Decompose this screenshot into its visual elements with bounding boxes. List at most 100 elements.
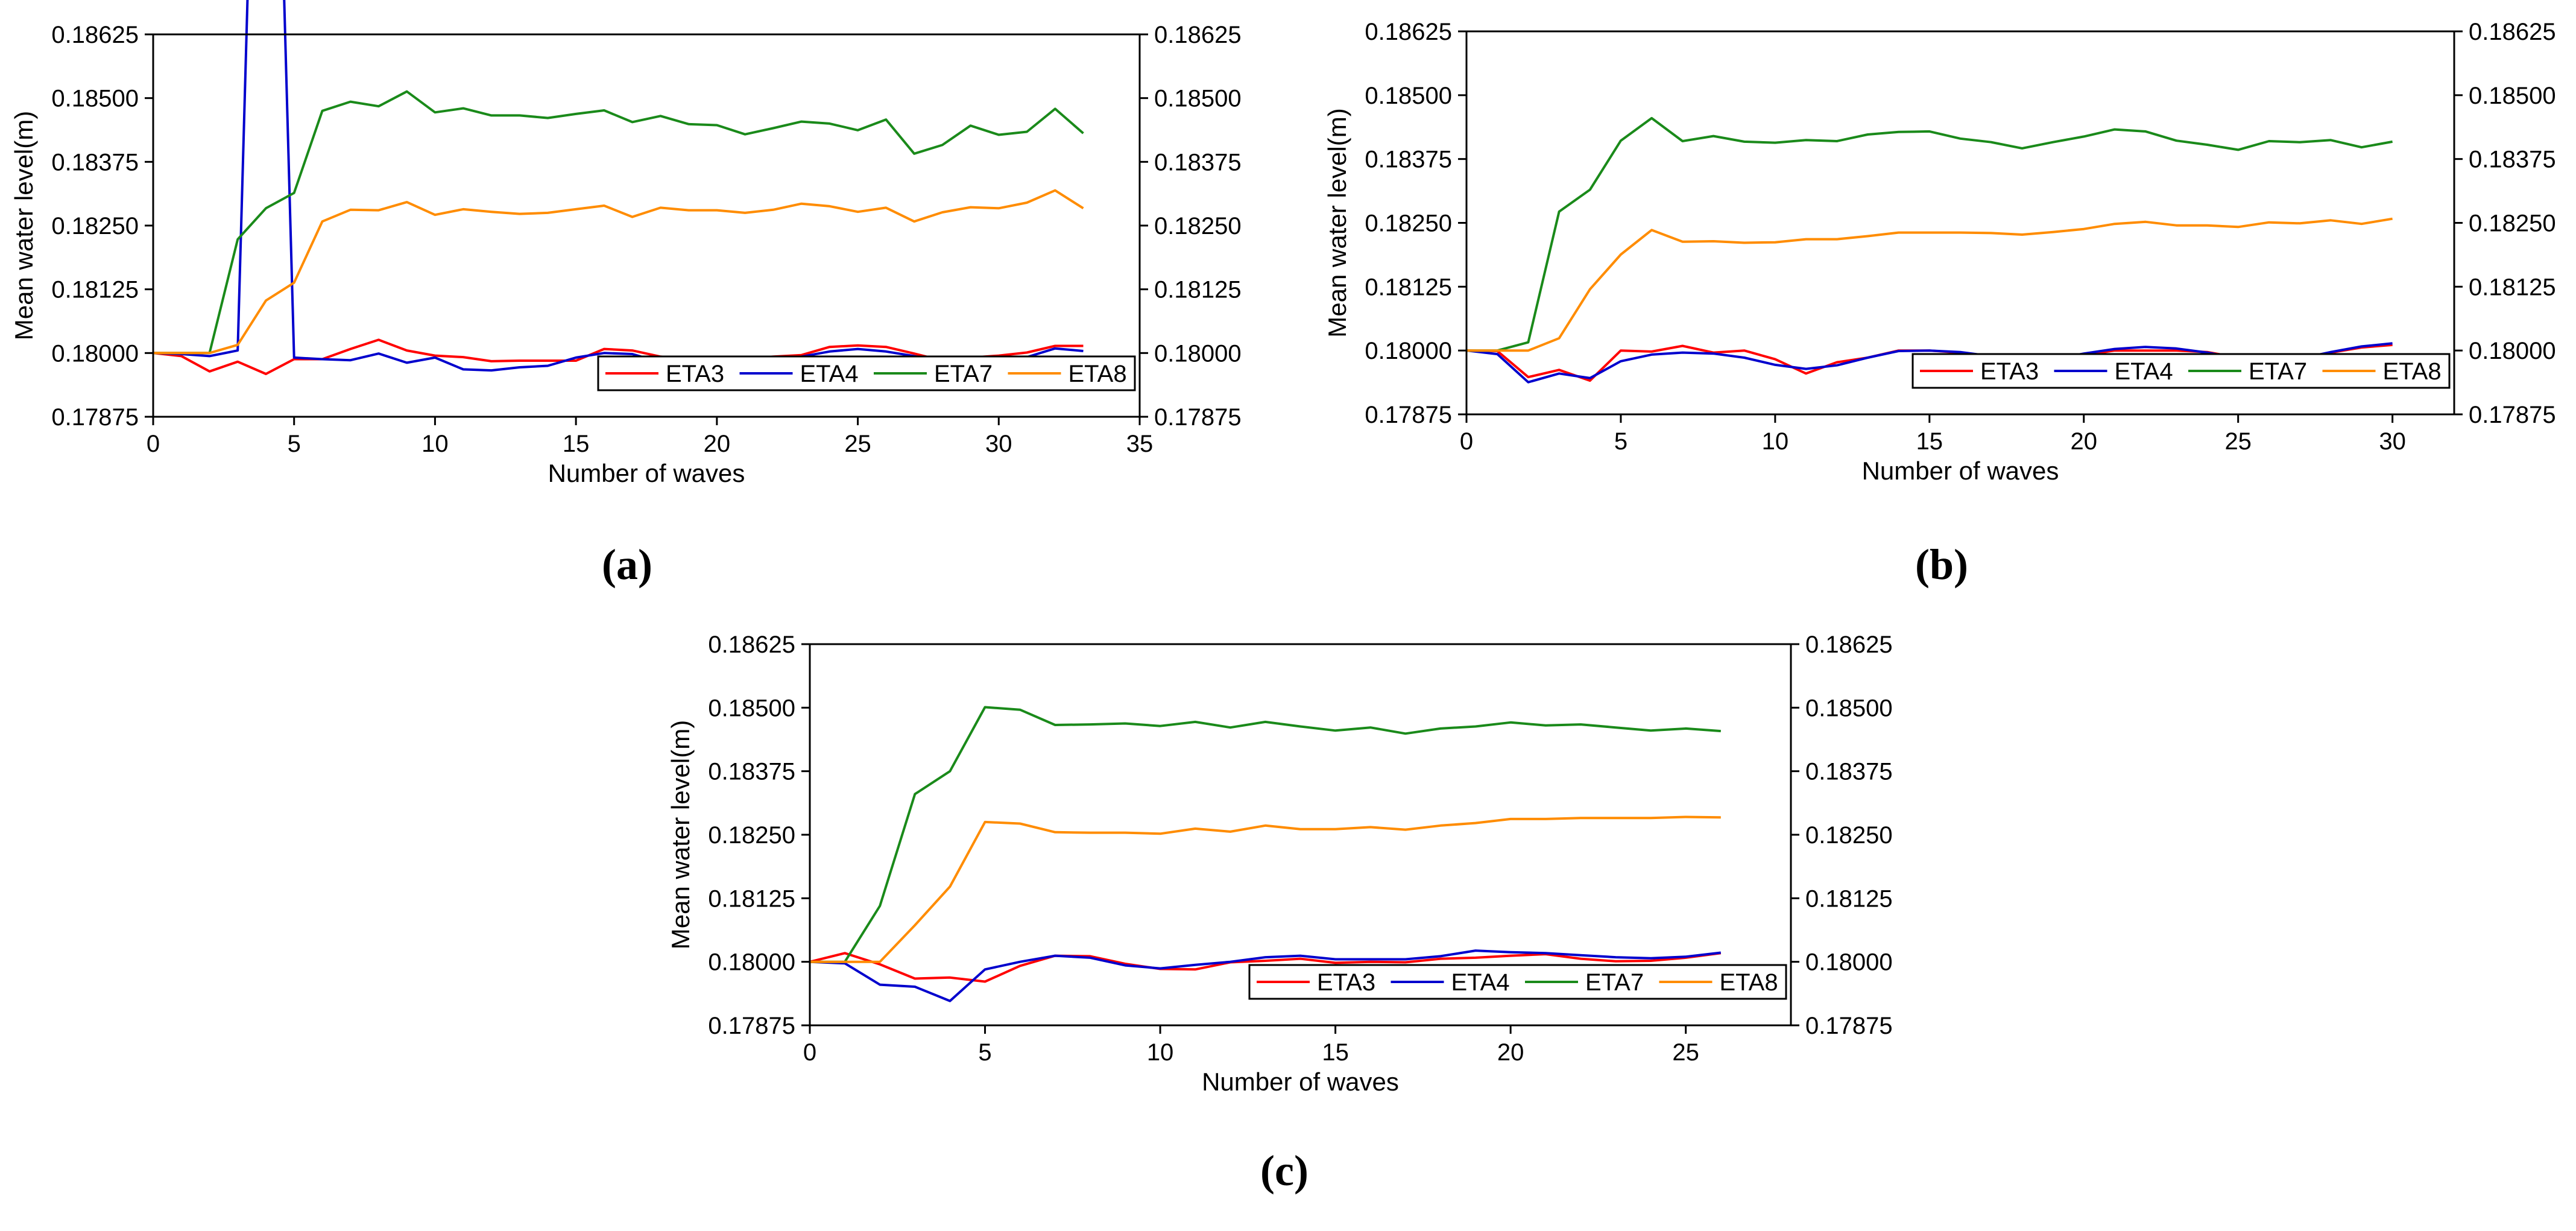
series-line-eta8 [1466,217,2393,352]
y-tick-label-right: 0.18625 [1154,22,1242,48]
legend-label-eta3: ETA3 [666,361,724,387]
panel-caption: (a) [602,540,652,589]
y-tick-label-left: 0.18375 [1365,147,1452,173]
x-tick-label: 15 [563,431,590,457]
y-tick-label-right: 0.18500 [1805,695,1893,721]
legend-label-eta8: ETA8 [1069,361,1127,387]
series-line-eta3 [809,952,1722,983]
y-tick-label-right: 0.18250 [1805,822,1893,849]
chart-panel: 0 5 10 15 20 25 30 0.17875 0.17875 0.18000 0.18000… [1323,19,2556,589]
x-tick-label: 5 [288,431,301,457]
y-axis-label: Mean water level(m) [666,720,695,949]
y-tick-label-left: 0.18375 [51,149,139,176]
x-tick-label: 5 [978,1039,991,1066]
x-tick-label: 25 [844,431,871,457]
y-tick-label-right: 0.17875 [1154,404,1242,431]
legend: ETA3 ETA4 ETA7 ETA8 [1248,964,1787,1000]
y-tick-label-left: 0.18375 [708,759,795,785]
y-tick-label-left: 0.18625 [51,22,139,48]
y-tick-label-left: 0.17875 [51,404,139,431]
x-axis-label: Number of waves [1202,1068,1399,1096]
legend-label-eta7: ETA7 [1585,969,1644,996]
series-line-eta4 [809,949,1722,1002]
y-tick-label-right: 0.18000 [1805,949,1893,976]
y-tick-label-left: 0.18000 [1365,338,1452,364]
x-tick-label: 35 [1126,431,1154,457]
y-tick-label-right: 0.17875 [2469,402,2556,428]
x-axis-label: Number of waves [1862,457,2059,485]
x-tick-label: 10 [421,431,449,457]
x-tick-label: 20 [2071,428,2098,455]
y-tick-label-left: 0.17875 [1365,402,1452,428]
y-tick-label-left: 0.18625 [708,631,795,658]
y-tick-label-right: 0.18125 [2469,274,2556,300]
panel-caption: (c) [1260,1147,1309,1195]
y-tick-label-right: 0.18500 [1154,86,1242,112]
y-tick-label-right: 0.18375 [1805,759,1893,785]
series-line-eta8 [810,815,1721,963]
y-tick-label-right: 0.18250 [1154,213,1242,239]
y-tick-label-left: 0.18500 [708,695,795,721]
x-tick-label: 10 [1147,1039,1174,1066]
y-tick-label-right: 0.18375 [1154,149,1242,176]
y-tick-label-right: 0.18125 [1154,277,1242,303]
chart-panel: 0 5 10 15 20 25 0.17875 0.17875 0.18000 0.18000 0.… [666,631,1893,1195]
y-tick-label-left: 0.18125 [51,277,139,303]
series-line-eta7 [153,90,1084,355]
y-axis-label: Mean water level(m) [1323,108,1351,337]
legend: ETA3 ETA4 ETA7 ETA8 [1911,353,2451,389]
x-tick-label: 30 [985,431,1012,457]
y-tick-label-left: 0.18625 [1365,19,1452,45]
legend-box [1911,353,2451,389]
y-tick-label-left: 0.18500 [51,86,139,112]
legend-label-eta8: ETA8 [1720,969,1778,996]
y-tick-label-left: 0.18125 [1365,274,1452,300]
x-tick-label: 25 [2224,428,2252,455]
x-tick-label: 15 [1322,1039,1349,1066]
y-tick-label-left: 0.18250 [1365,210,1452,237]
y-tick-label-left: 0.17875 [708,1013,795,1039]
series-line-eta7 [1466,116,2393,352]
legend-label-eta4: ETA4 [1451,969,1510,996]
y-tick-label-right: 0.18500 [2469,83,2556,109]
y-tick-label-right: 0.18250 [2469,210,2556,237]
y-tick-label-right: 0.17875 [1805,1013,1893,1039]
y-tick-label-right: 0.18625 [2469,19,2556,45]
x-tick-label: 0 [1460,428,1473,455]
y-tick-label-right: 0.18000 [1154,340,1242,367]
x-tick-label: 0 [147,431,160,457]
y-tick-label-right: 0.18375 [2469,147,2556,173]
legend: ETA3 ETA4 ETA7 ETA8 [597,355,1136,391]
x-tick-label: 5 [1614,428,1627,455]
legend-label-eta4: ETA4 [800,361,859,387]
legend-label-eta3: ETA3 [1980,358,2039,385]
legend-label-eta7: ETA7 [934,361,993,387]
y-tick-label-left: 0.18250 [51,213,139,239]
series-line-eta7 [810,706,1721,963]
legend-label-eta7: ETA7 [2249,358,2307,385]
x-tick-label: 10 [1762,428,1789,455]
y-tick-label-left: 0.18000 [708,949,795,976]
x-tick-label: 20 [704,431,731,457]
x-tick-label: 25 [1672,1039,1699,1066]
x-tick-label: 20 [1497,1039,1524,1066]
y-tick-label-left: 0.18250 [708,822,795,849]
y-tick-label-left: 0.18000 [51,340,139,367]
series-line-eta4 [153,0,1084,372]
y-tick-label-right: 0.18000 [2469,338,2556,364]
x-tick-label: 15 [1916,428,1943,455]
legend-label-eta8: ETA8 [2383,358,2442,385]
legend-label-eta4: ETA4 [2115,358,2173,385]
y-tick-label-right: 0.18625 [1805,631,1893,658]
x-tick-label: 0 [803,1039,816,1066]
y-tick-label-left: 0.18125 [708,885,795,912]
x-tick-label: 30 [2379,428,2406,455]
series-line-eta8 [153,189,1084,355]
legend-label-eta3: ETA3 [1317,969,1375,996]
x-axis-label: Number of waves [548,459,745,487]
y-axis-label: Mean water level(m) [10,111,38,340]
y-tick-label-left: 0.18500 [1365,83,1452,109]
